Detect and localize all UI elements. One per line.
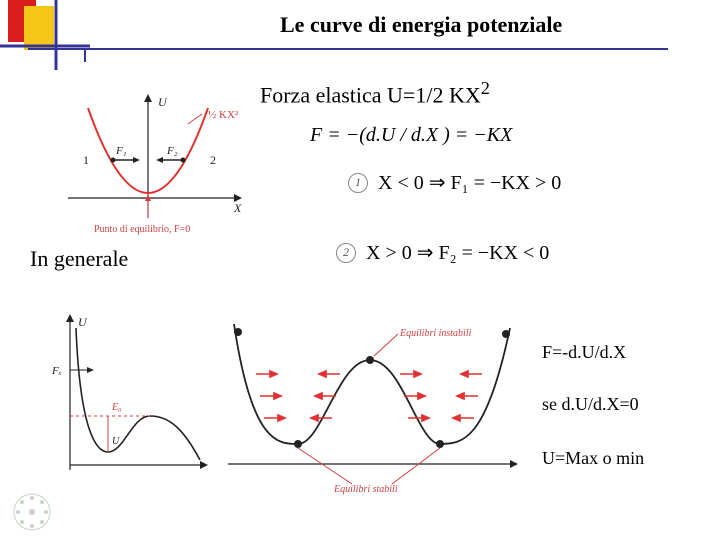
title-tick — [84, 48, 86, 62]
main-formula: F = −(d.U / d.X ) = −KX — [310, 124, 512, 147]
gen-f-label: Fₓ — [51, 365, 62, 377]
stable-label: Equilibri stabili — [333, 484, 398, 495]
figure-parabola: U X ½ KX² 1 2 F₁ F₂ Punto di equilibrio,… — [58, 88, 250, 238]
case-2: 2 X > 0 ⇒ F₂ = −KX < 0 — [336, 240, 549, 265]
axis-x-label: X — [233, 201, 242, 215]
gen-axis-u: U — [78, 315, 88, 329]
case-1-text: X < 0 ⇒ F₁ = −KX > 0 — [378, 170, 561, 195]
f2-label: F₂ — [166, 145, 178, 157]
subtitle: Forza elastica U=1/2 KX2 — [260, 78, 490, 108]
pt1: 1 — [83, 153, 89, 167]
case-1-num: 1 — [348, 173, 368, 193]
axis-u-label: U — [158, 95, 168, 109]
parabola-eq-label: ½ KX² — [208, 109, 239, 121]
in-generale-label: In generale — [30, 246, 128, 272]
gen-u-label: U — [112, 436, 120, 447]
side-eq-3: U=Max o min — [542, 448, 644, 469]
equilibrium-label: Punto di equilibrio, F=0 — [94, 224, 190, 235]
title-rule — [28, 48, 668, 50]
figure-generic-well: U Fₓ E₀ U — [50, 310, 210, 480]
figure-double-well: Equilibri instabili Equilibri stabili — [222, 314, 522, 504]
case-2-text: X > 0 ⇒ F₂ = −KX < 0 — [366, 240, 549, 265]
case-1: 1 X < 0 ⇒ F₁ = −KX > 0 — [348, 170, 561, 195]
subtitle-text: Forza elastica U=1/2 KX — [260, 82, 481, 107]
subtitle-sup: 2 — [481, 78, 490, 98]
pt2: 2 — [210, 153, 216, 167]
page-title: Le curve di energia potenziale — [280, 12, 562, 38]
side-eq-2: se d.U/d.X=0 — [542, 394, 639, 415]
f1-label: F₁ — [115, 145, 127, 157]
unstable-label: Equilibri instabili — [399, 328, 472, 339]
case-2-num: 2 — [336, 243, 356, 263]
logo-watermark — [12, 492, 52, 532]
side-eq-1: F=-d.U/d.X — [542, 342, 626, 363]
gen-e-label: E₀ — [111, 402, 122, 413]
